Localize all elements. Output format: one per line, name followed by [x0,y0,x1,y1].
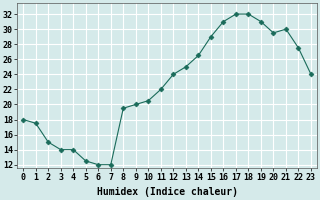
X-axis label: Humidex (Indice chaleur): Humidex (Indice chaleur) [97,187,237,197]
